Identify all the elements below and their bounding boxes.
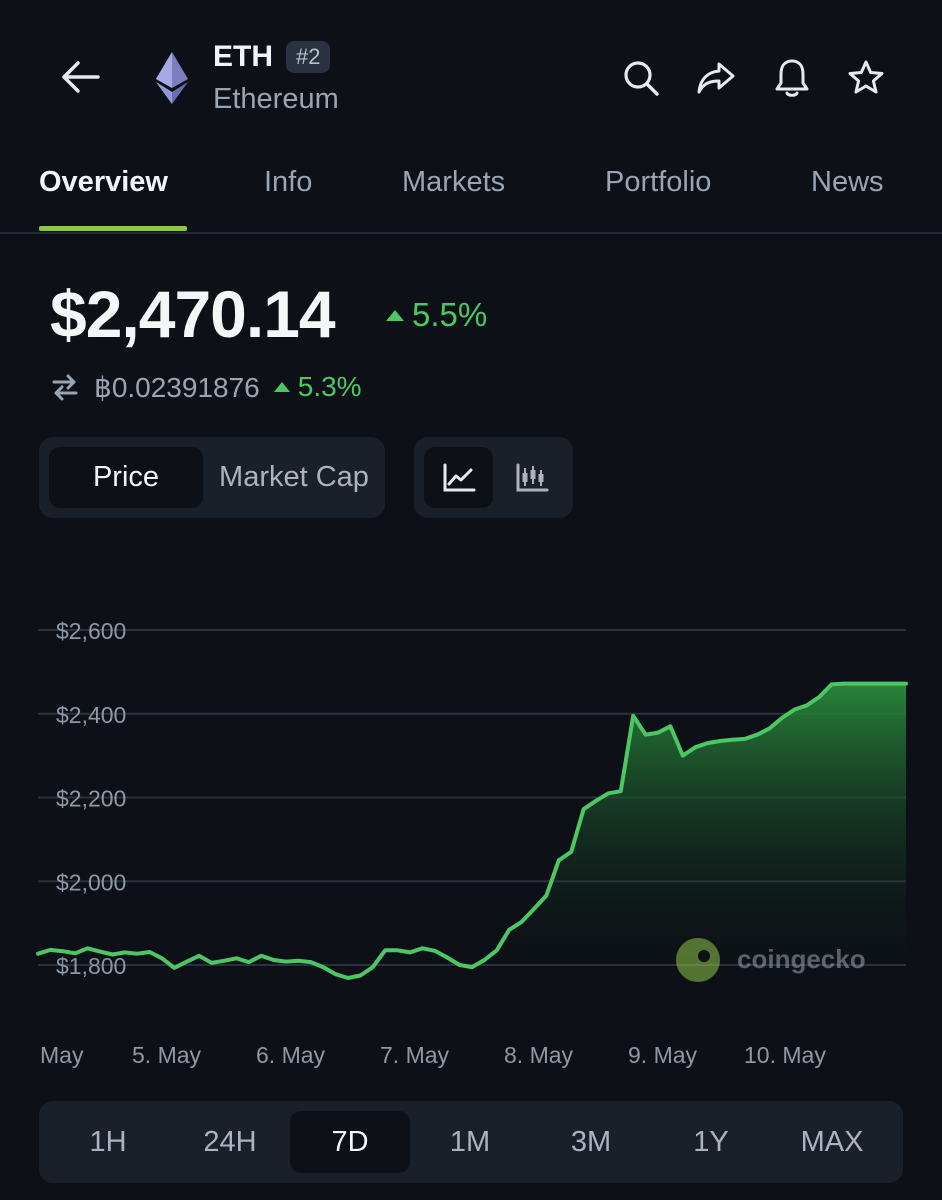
candlestick-chart-icon bbox=[516, 463, 548, 491]
range-1h[interactable]: 1H bbox=[89, 1125, 127, 1158]
swap-arrows-icon bbox=[52, 374, 78, 401]
line-chart-icon bbox=[443, 463, 475, 491]
x-tick-label: 9. May bbox=[628, 1042, 698, 1068]
market-cap-toggle[interactable]: Market Cap bbox=[219, 461, 369, 493]
x-tick-label: 8. May bbox=[504, 1042, 574, 1068]
price-toggle[interactable]: Price bbox=[49, 447, 203, 508]
metric-toggle: Price Market Cap bbox=[39, 437, 385, 518]
back-arrow-icon bbox=[62, 61, 100, 93]
chart-style-toggle bbox=[414, 437, 573, 518]
range-7d[interactable]: 7D bbox=[290, 1111, 410, 1173]
btc-price: ฿0.02391876 bbox=[94, 371, 260, 403]
y-tick-label: $2,000 bbox=[56, 869, 126, 895]
tab-news[interactable]: News bbox=[811, 166, 884, 198]
coingecko-watermark: coingecko bbox=[676, 938, 866, 982]
rank-badge: #2 bbox=[286, 41, 331, 73]
usd-price-change: 5.5% bbox=[386, 296, 487, 334]
x-tick-label: 5. May bbox=[132, 1042, 202, 1068]
y-tick-label: $2,600 bbox=[56, 618, 126, 644]
favorite-button[interactable] bbox=[842, 54, 890, 102]
btc-change-value: 5.3% bbox=[297, 371, 362, 402]
star-icon bbox=[848, 60, 884, 94]
range-3m[interactable]: 3M bbox=[570, 1125, 612, 1158]
range-24h[interactable]: 24H bbox=[203, 1125, 257, 1158]
alert-button[interactable] bbox=[768, 54, 816, 102]
coin-name: Ethereum bbox=[213, 83, 339, 115]
range-1m[interactable]: 1M bbox=[449, 1125, 491, 1158]
usd-change-value: 5.5% bbox=[412, 296, 488, 333]
x-tick-label: 10. May bbox=[744, 1042, 826, 1068]
tab-portfolio[interactable]: Portfolio bbox=[605, 166, 712, 198]
tab-info[interactable]: Info bbox=[264, 166, 313, 198]
price-chart[interactable]: $2,600$2,400$2,200$2,000$1,800 coingecko… bbox=[0, 600, 942, 1080]
tab-overview[interactable]: Overview bbox=[39, 166, 168, 198]
y-tick-label: $2,400 bbox=[56, 702, 126, 728]
usd-price: $2,470.14 bbox=[50, 277, 336, 351]
line-chart-button[interactable] bbox=[424, 447, 493, 508]
btc-price-change: 5.3% bbox=[273, 371, 362, 403]
range-1y[interactable]: 1Y bbox=[693, 1125, 729, 1158]
tab-markets[interactable]: Markets bbox=[402, 166, 506, 198]
price-line bbox=[36, 681, 908, 980]
range-max[interactable]: MAX bbox=[800, 1125, 864, 1158]
up-triangle-icon bbox=[386, 309, 404, 321]
ethereum-logo-icon bbox=[156, 52, 188, 104]
back-button[interactable] bbox=[52, 52, 108, 102]
share-button[interactable] bbox=[692, 54, 740, 102]
candlestick-chart-button[interactable] bbox=[498, 447, 565, 508]
coin-header: ETH #2 Ethereum bbox=[0, 0, 942, 150]
time-range-selector: 1H 24H 7D 1M 3M 1Y MAX bbox=[39, 1101, 903, 1183]
search-icon bbox=[624, 61, 659, 96]
btc-price-row: ฿0.02391876 5.3% bbox=[50, 366, 362, 408]
search-button[interactable] bbox=[617, 54, 665, 102]
x-tick-label: 6. May bbox=[256, 1042, 326, 1068]
y-tick-label: $2,200 bbox=[56, 786, 126, 812]
price-area-fill bbox=[38, 683, 906, 978]
coin-symbol: ETH bbox=[213, 40, 273, 73]
watermark-text: coingecko bbox=[737, 944, 866, 974]
coin-tabs: Overview Info Markets Portfolio News bbox=[0, 150, 942, 234]
share-icon bbox=[697, 62, 735, 94]
x-tick-label: May bbox=[40, 1042, 84, 1068]
x-tick-label: 7. May bbox=[380, 1042, 450, 1068]
active-tab-indicator bbox=[39, 226, 187, 231]
bell-icon bbox=[775, 59, 809, 97]
up-triangle-icon bbox=[273, 382, 290, 392]
